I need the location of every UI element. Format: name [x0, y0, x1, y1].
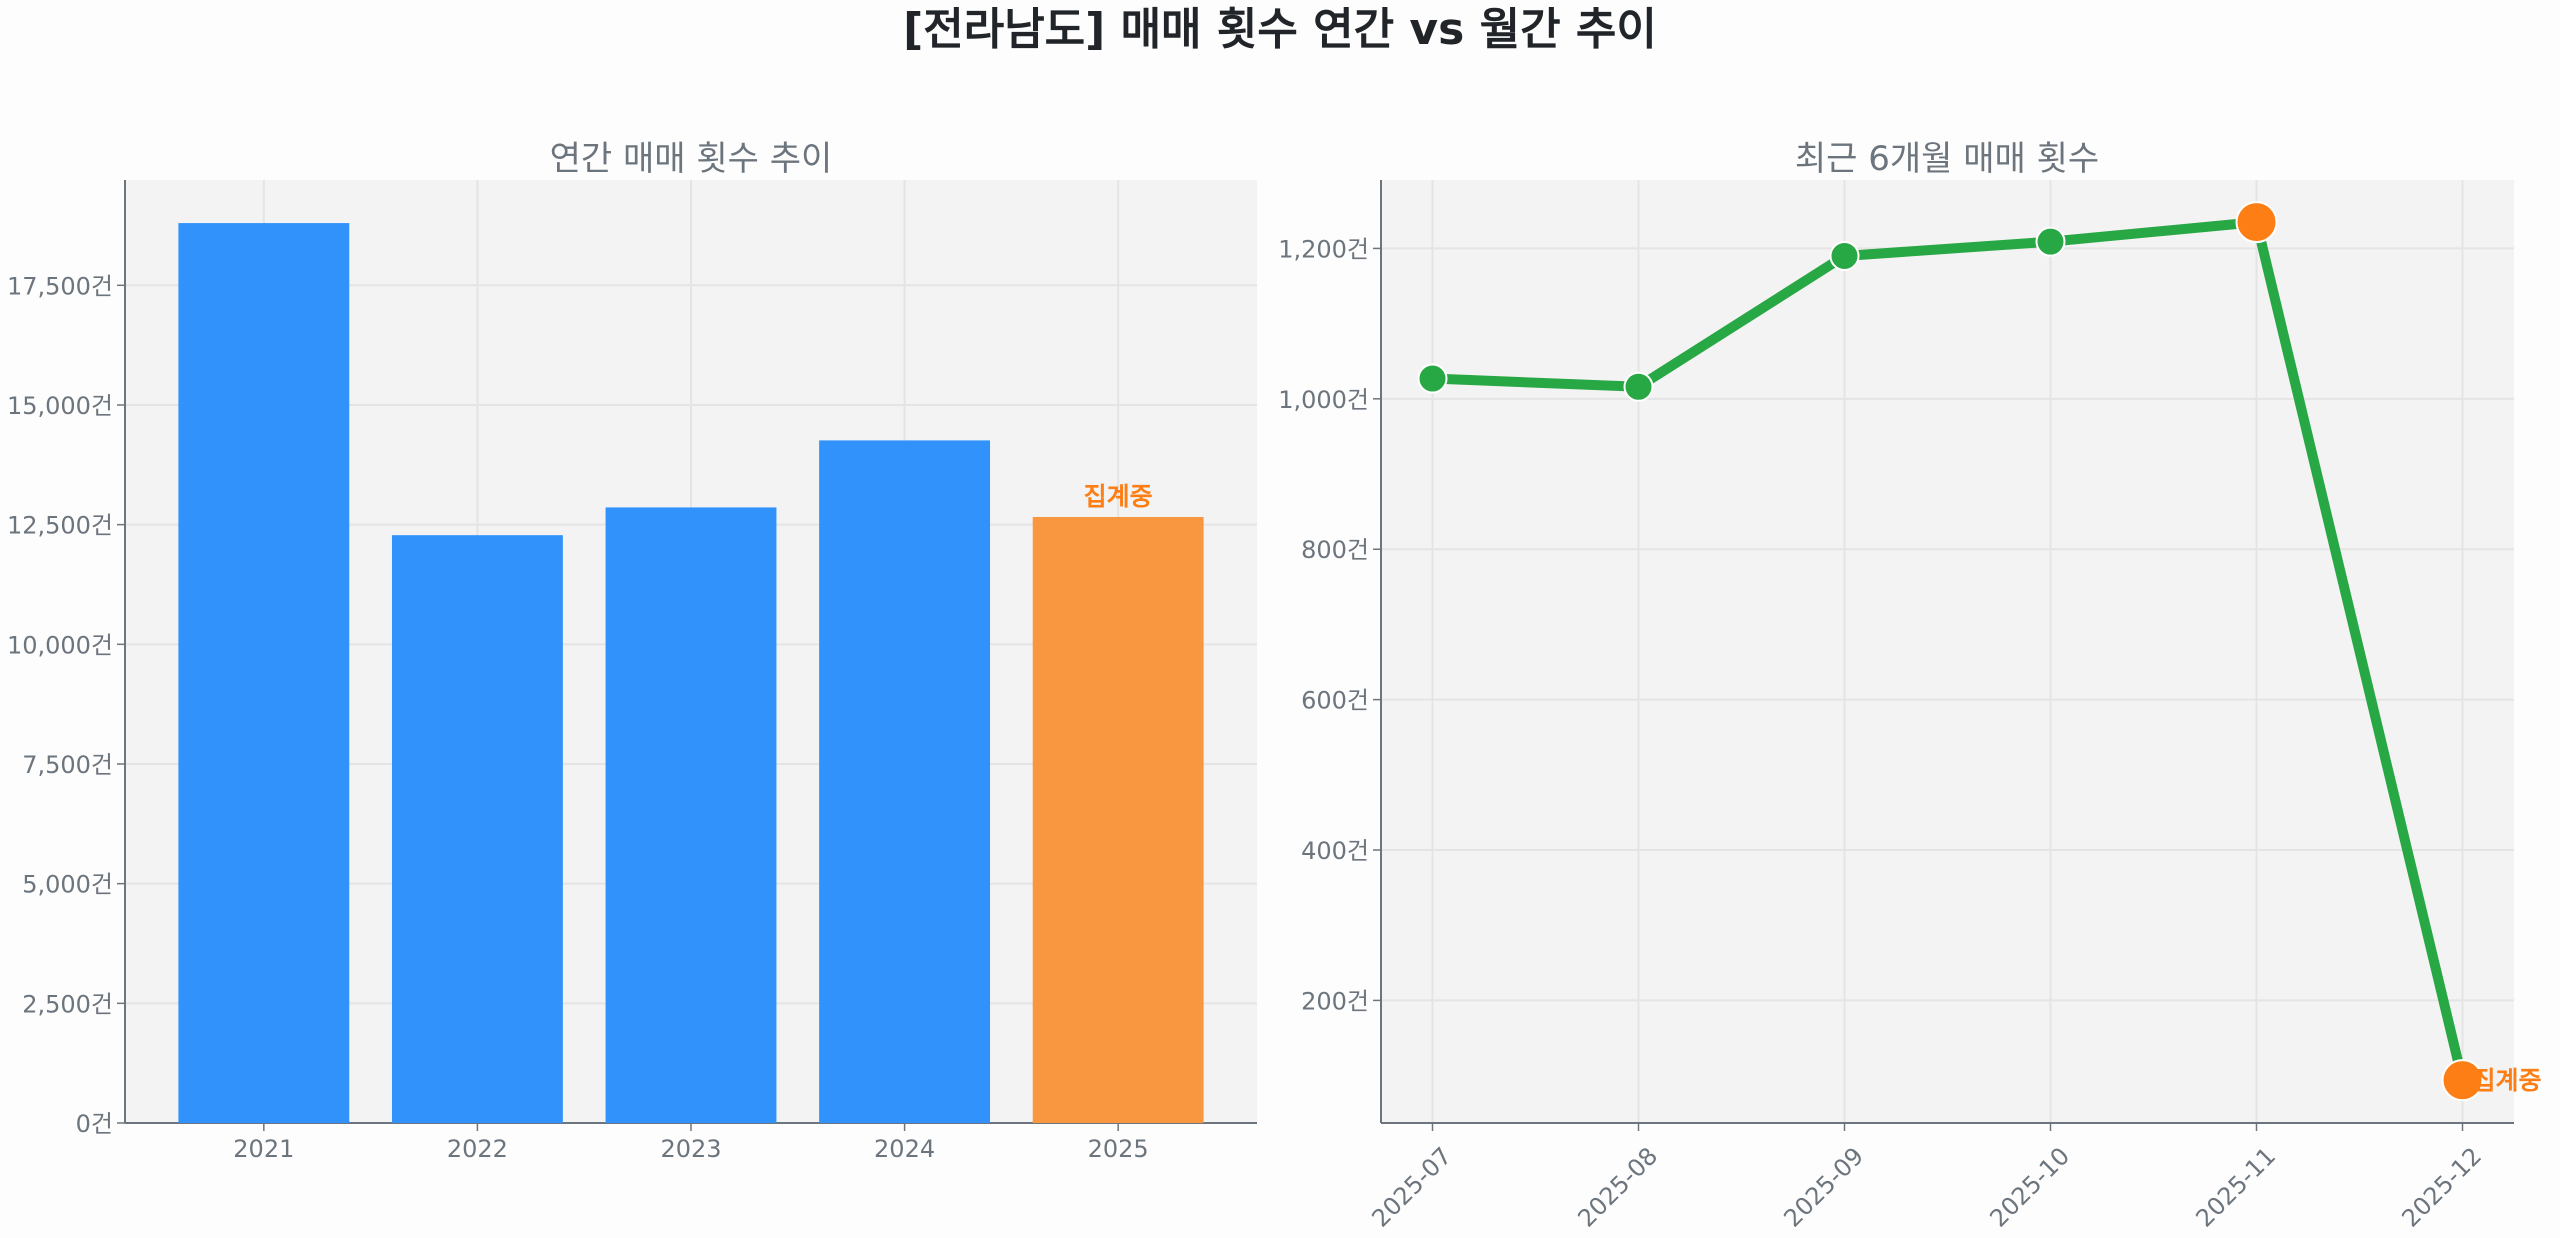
data-point-2025-08 — [1623, 371, 1654, 402]
data-point-2025-12 — [2441, 1059, 2484, 1102]
y-tick-label: 5,000건 — [22, 871, 113, 899]
y-tick-label: 17,500건 — [7, 272, 113, 300]
y-tick-label: 1,000건 — [1278, 386, 1369, 414]
bar-2023 — [605, 507, 777, 1124]
y-tick-label: 600건 — [1301, 687, 1369, 715]
y-tick-label: 7,500건 — [22, 751, 113, 779]
x-tick-label: 2025-08 — [1572, 1142, 1663, 1233]
bar-2022 — [391, 535, 563, 1123]
data-point-2025-07 — [1417, 363, 1448, 394]
y-tick-label: 400건 — [1301, 837, 1369, 865]
x-tick-label: 2025-11 — [2190, 1142, 2281, 1233]
monthly-line-chart: 최근 6개월 매매 횟수 200건 400건 600건 800건 1,000건 1,200… — [1278, 139, 2541, 1233]
y-tick-label: 10,000건 — [7, 631, 113, 659]
data-point-2025-09 — [1829, 240, 1860, 271]
x-tick-label: 2023 — [660, 1135, 721, 1163]
monthly-chart-title: 최근 6개월 매매 횟수 — [1795, 139, 2099, 179]
y-tick-label: 800건 — [1301, 536, 1369, 564]
y-tick-label: 15,000건 — [7, 392, 113, 420]
annual-bar-chart: 연간 매매 횟수 추이 0건 2,500건 5,000건 7,500건 10,000건 1… — [7, 139, 1257, 1163]
x-tick-label: 2025-12 — [2396, 1142, 2487, 1233]
x-tick-label: 2025-07 — [1366, 1142, 1457, 1233]
plot-area — [1381, 180, 2514, 1123]
x-tick-label: 2025-09 — [1778, 1142, 1869, 1233]
x-tick-label: 2024 — [874, 1135, 935, 1163]
x-tick-label: 2022 — [447, 1135, 508, 1163]
x-tick-label: 2021 — [233, 1135, 294, 1163]
data-point-2025-10 — [2035, 226, 2066, 257]
series-line — [1432, 217, 2468, 1082]
annual-chart-title: 연간 매매 횟수 추이 — [550, 139, 833, 179]
bar-2024 — [819, 440, 991, 1123]
partial-annotation: 집계중 — [1084, 482, 1153, 511]
x-tick-label: 2025 — [1088, 1135, 1149, 1163]
y-tick-label: 12,500건 — [7, 512, 113, 540]
y-tick-label: 2,500건 — [22, 990, 113, 1018]
y-tick-label: 1,200건 — [1278, 235, 1369, 263]
partial-annotation: 집계중 — [2473, 1066, 2542, 1095]
data-point-2025-11 — [2235, 201, 2278, 244]
y-tick-label: 0건 — [76, 1110, 113, 1138]
x-tick-label: 2025-10 — [1984, 1142, 2075, 1233]
y-tick-label: 200건 — [1301, 987, 1369, 1015]
bar-2021 — [178, 223, 350, 1123]
figure-title: [전라남도] 매매 횟수 연간 vs 월간 추이 — [903, 4, 1657, 55]
bar-2025 — [1032, 516, 1204, 1123]
